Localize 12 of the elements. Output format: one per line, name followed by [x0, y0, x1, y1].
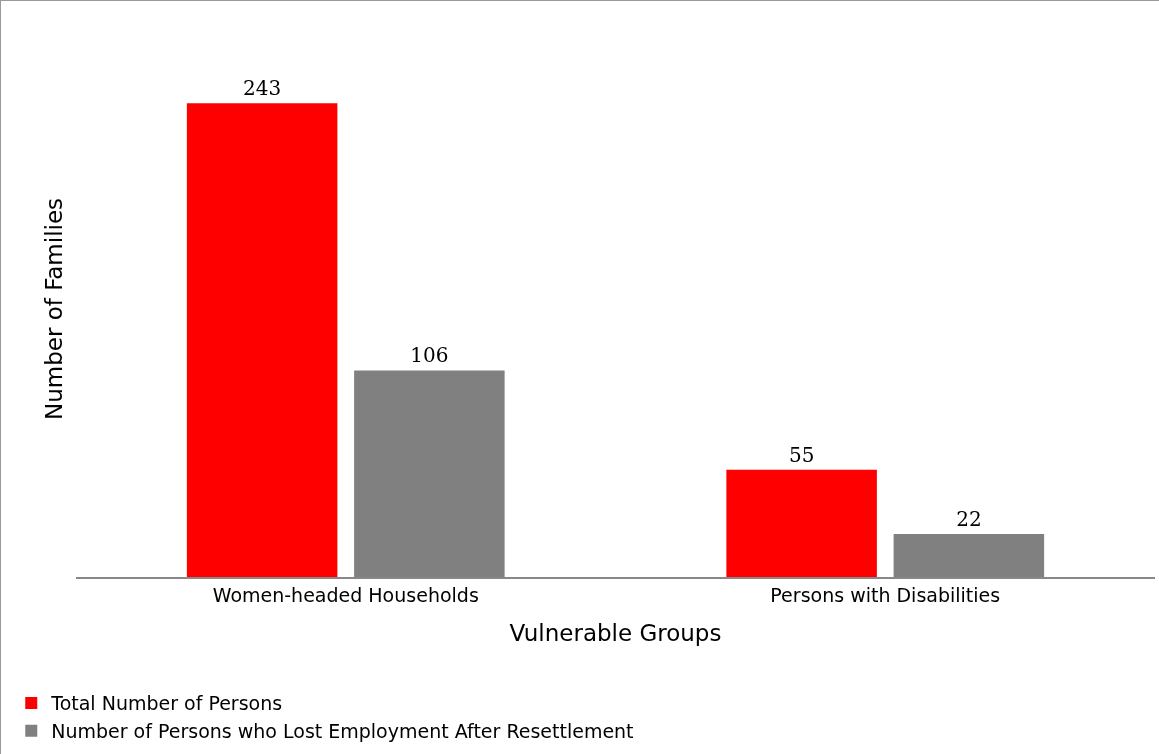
x-tick-label: Women-headed Households [212, 583, 479, 606]
bar [726, 469, 877, 577]
bar [186, 103, 338, 577]
legend-label: Total Number of Persons [50, 692, 283, 715]
data-label: 243 [243, 76, 282, 101]
y-axis-title: Number of Families [41, 197, 68, 421]
x-tick-label: Persons with Disabilities [770, 583, 1001, 606]
data-label: 55 [788, 442, 815, 467]
data-label: 106 [410, 343, 449, 368]
x-axis-title: Vulnerable Groups [509, 619, 722, 646]
data-label: 22 [956, 507, 982, 532]
legend-label: Number of Persons who Lost Employment After Resettlement [51, 720, 634, 743]
